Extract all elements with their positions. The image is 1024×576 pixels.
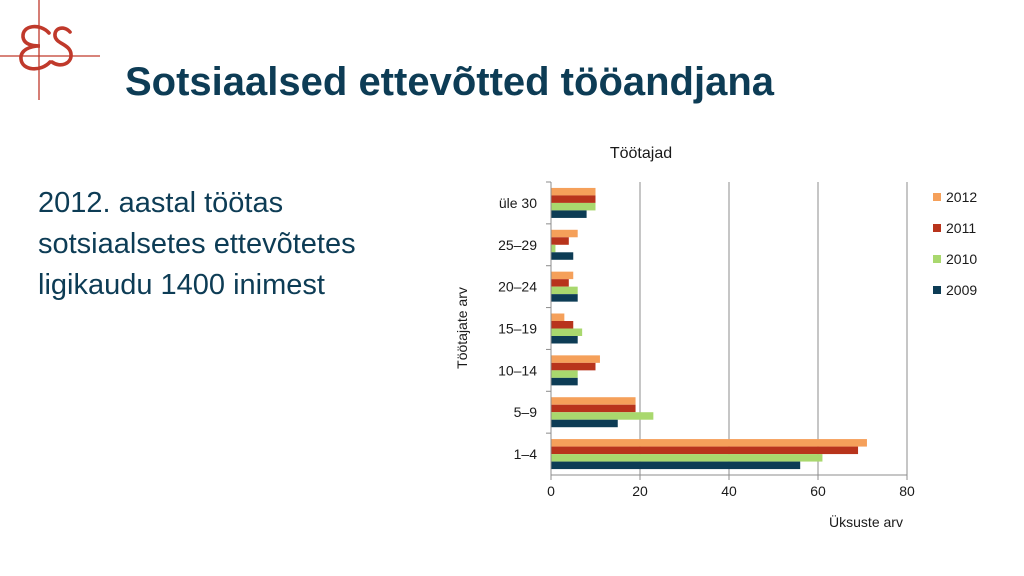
bar-2010-10–14 <box>551 370 578 378</box>
x-tick-label: 80 <box>899 483 915 499</box>
bar-2012-üle 30 <box>551 187 596 196</box>
bar-chart: Töötajad 1–4 5–9 10–14 15–19 20–24 25–29 üle 3… <box>454 145 977 530</box>
legend-label: 2009 <box>946 282 977 298</box>
y-tick-label: 15–19 <box>498 321 537 337</box>
chart-bars <box>551 187 867 470</box>
x-axis-label: Üksuste arv <box>829 513 903 530</box>
legend-swatch <box>933 193 941 201</box>
bar-2010-25–29 <box>551 244 556 253</box>
y-tick-label: 1–4 <box>514 446 538 462</box>
legend-swatch <box>933 286 941 294</box>
legend-item: 2011 <box>933 220 976 236</box>
bar-2012-20–24 <box>551 271 574 280</box>
bar-2011-1–4 <box>551 446 859 455</box>
chart-grid <box>550 182 908 480</box>
legend-item: 2010 <box>933 251 977 267</box>
chart-legend: 2012 2011 2010 2009 <box>933 189 977 298</box>
legend-item: 2009 <box>933 282 977 298</box>
x-tick-label: 0 <box>547 483 555 499</box>
es-monogram-icon <box>0 0 100 100</box>
legend-swatch <box>933 255 941 263</box>
chart-title: Töötajad <box>610 145 672 162</box>
bar-2012-25–29 <box>551 229 578 238</box>
bar-2009-10–14 <box>551 377 578 386</box>
y-tick-label: 25–29 <box>498 237 537 253</box>
bar-2012-15–19 <box>551 313 565 321</box>
bar-2009-15–19 <box>551 336 578 344</box>
chart-axes <box>546 181 907 476</box>
bar-2011-üle 30 <box>551 195 596 203</box>
bar-2012-1–4 <box>551 439 867 447</box>
x-tick-label: 60 <box>810 483 826 499</box>
bar-2012-10–14 <box>551 355 600 363</box>
bar-2010-15–19 <box>551 328 583 336</box>
bar-2011-10–14 <box>551 362 596 371</box>
bar-2011-25–29 <box>551 237 569 245</box>
bar-2011-5–9 <box>551 404 636 413</box>
y-tick-label: 20–24 <box>498 279 537 295</box>
bar-2009-üle 30 <box>551 210 587 218</box>
x-tick-labels: 0 20 40 60 80 <box>547 483 915 499</box>
bar-2010-1–4 <box>551 454 823 462</box>
bar-2011-15–19 <box>551 321 574 329</box>
bar-2010-5–9 <box>551 412 654 420</box>
body-text: 2012. aastal töötas sotsiaalsetes ettevõ… <box>38 187 356 301</box>
bar-2010-üle 30 <box>551 202 596 211</box>
y-axis-label: Töötajate arv <box>454 287 470 369</box>
y-tick-labels: 1–4 5–9 10–14 15–19 20–24 25–29 üle 30 <box>498 195 537 462</box>
y-tick-label: üle 30 <box>499 195 537 211</box>
legend-label: 2011 <box>946 220 976 236</box>
x-tick-label: 40 <box>721 483 737 499</box>
y-tick-label: 5–9 <box>514 404 538 420</box>
legend-swatch <box>933 224 941 232</box>
bar-2012-5–9 <box>551 397 636 405</box>
bar-2011-20–24 <box>551 279 569 287</box>
legend-label: 2012 <box>946 189 977 205</box>
legend-label: 2010 <box>946 251 977 267</box>
bar-2010-20–24 <box>551 286 578 295</box>
es-logo <box>0 0 100 100</box>
legend-item: 2012 <box>933 189 977 205</box>
bar-2009-25–29 <box>551 252 574 260</box>
bar-2009-5–9 <box>551 419 618 428</box>
y-tick-label: 10–14 <box>498 362 537 378</box>
bar-2009-20–24 <box>551 294 578 302</box>
slide-title: Sotsiaalsed ettevõtted tööandjana <box>125 60 775 104</box>
bar-2009-1–4 <box>551 461 801 470</box>
x-tick-label: 20 <box>632 483 648 499</box>
